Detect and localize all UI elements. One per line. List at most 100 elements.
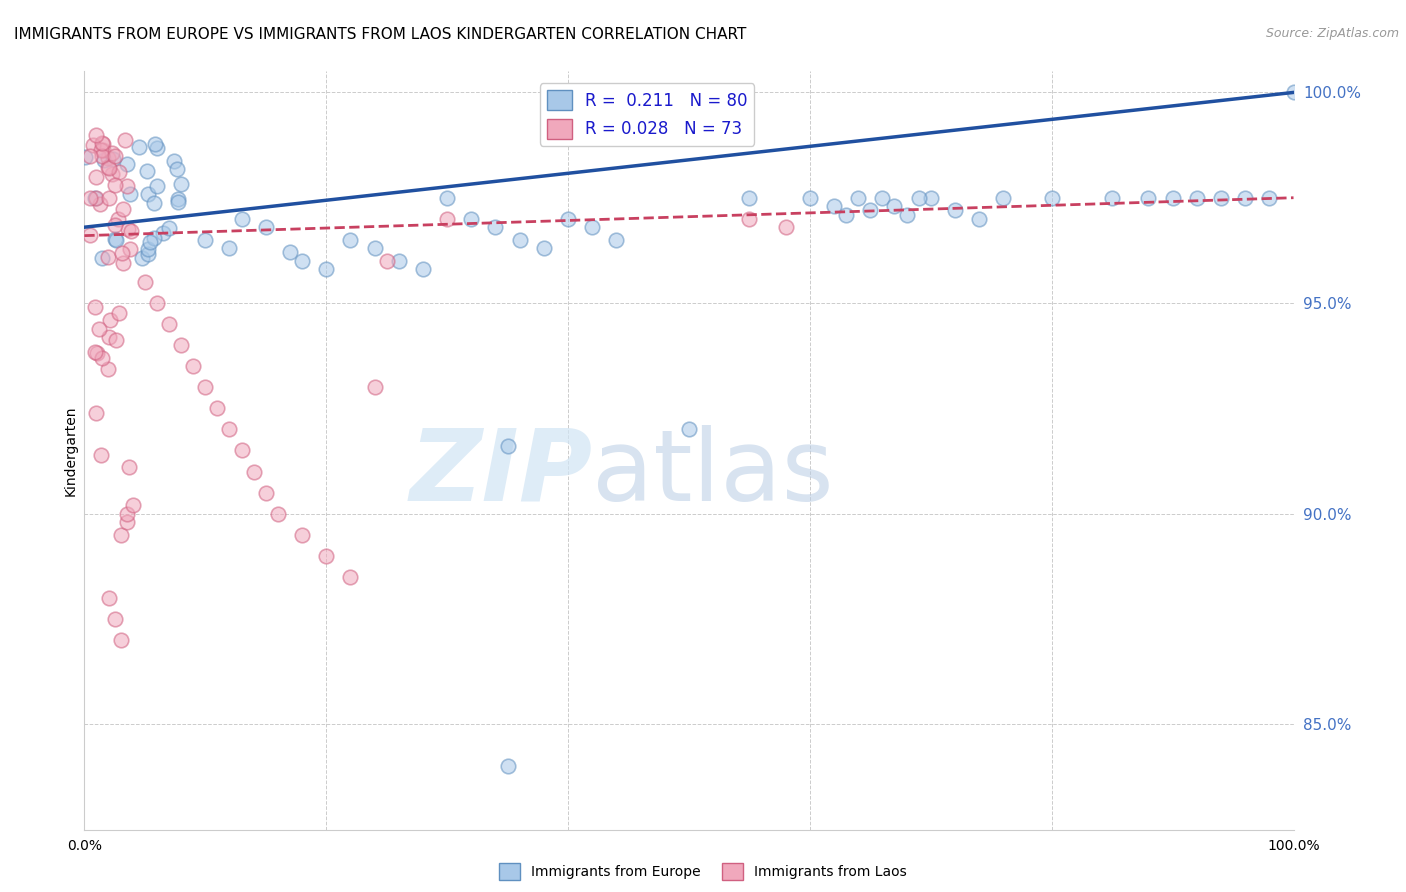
Point <box>111 256 134 270</box>
Point <box>86 345 108 359</box>
Point <box>943 203 966 218</box>
Point <box>157 221 180 235</box>
Point <box>678 422 700 436</box>
Point <box>115 515 138 529</box>
Point <box>363 241 385 255</box>
Point <box>118 186 141 201</box>
Text: Source: ZipAtlas.com: Source: ZipAtlas.com <box>1265 27 1399 40</box>
Point <box>967 211 990 226</box>
Point <box>145 141 167 155</box>
Point <box>496 439 519 453</box>
Point <box>104 333 127 347</box>
Point <box>121 498 143 512</box>
Point <box>79 228 101 243</box>
Point <box>107 212 129 227</box>
Point <box>859 203 882 218</box>
Point <box>79 148 101 162</box>
Point <box>91 136 114 150</box>
Point <box>496 759 519 773</box>
Point <box>91 143 114 157</box>
Point <box>79 191 101 205</box>
Point <box>146 178 169 193</box>
Point <box>101 145 124 160</box>
Point <box>97 362 120 376</box>
Point <box>101 167 124 181</box>
Point <box>86 169 108 184</box>
Text: IMMIGRANTS FROM EUROPE VS IMMIGRANTS FROM LAOS KINDERGARTEN CORRELATION CHART: IMMIGRANTS FROM EUROPE VS IMMIGRANTS FRO… <box>14 27 747 42</box>
Point <box>291 527 314 541</box>
Point <box>896 208 918 222</box>
Point <box>86 128 108 142</box>
Point <box>799 191 821 205</box>
Point <box>254 220 277 235</box>
Point <box>1101 191 1123 205</box>
Point <box>136 187 159 202</box>
Point <box>110 246 132 260</box>
Point <box>1185 191 1208 205</box>
Point <box>484 220 506 235</box>
Point <box>143 195 166 210</box>
Point <box>136 247 159 261</box>
Point <box>581 220 603 235</box>
Point <box>823 199 845 213</box>
Point <box>91 251 114 265</box>
Point <box>97 330 120 344</box>
Point <box>460 211 482 226</box>
Point <box>115 507 138 521</box>
Point <box>142 231 165 245</box>
Point <box>533 241 555 255</box>
Point <box>90 143 112 157</box>
Point <box>97 151 120 165</box>
Point <box>388 254 411 268</box>
Point <box>254 485 277 500</box>
Point <box>194 380 217 394</box>
Point <box>1258 191 1281 205</box>
Point <box>231 443 253 458</box>
Point <box>131 251 153 265</box>
Point <box>412 262 434 277</box>
Point <box>920 191 942 205</box>
Point <box>136 242 159 256</box>
Point <box>98 313 121 327</box>
Point <box>104 612 127 626</box>
Point <box>738 211 761 226</box>
Point <box>436 191 458 205</box>
Point <box>557 211 579 226</box>
Point <box>170 338 193 352</box>
Point <box>218 422 240 436</box>
Point <box>1209 191 1232 205</box>
Point <box>166 161 188 176</box>
Point <box>139 235 162 249</box>
Point <box>93 153 115 167</box>
Point <box>110 527 132 541</box>
Point <box>97 161 120 176</box>
Point <box>117 178 139 193</box>
Point <box>207 401 229 416</box>
Point <box>89 197 111 211</box>
Point <box>846 191 869 205</box>
Point <box>1161 191 1184 205</box>
Point <box>339 570 361 584</box>
Point <box>120 224 142 238</box>
Point <box>91 148 114 162</box>
Point <box>115 157 138 171</box>
Point <box>82 138 104 153</box>
Point <box>194 233 217 247</box>
Point <box>108 164 131 178</box>
Point <box>509 233 531 247</box>
Point <box>86 191 108 205</box>
Point <box>75 151 97 165</box>
Point <box>166 192 188 206</box>
Point <box>83 191 105 205</box>
Point <box>315 262 337 277</box>
Point <box>339 233 361 247</box>
Point <box>117 459 139 474</box>
Point <box>163 153 186 168</box>
Point <box>907 191 929 205</box>
Legend: R =  0.211   N = 80, R = 0.028   N = 73: R = 0.211 N = 80, R = 0.028 N = 73 <box>540 84 754 145</box>
Point <box>89 322 111 336</box>
Point <box>278 245 301 260</box>
Point <box>91 136 114 151</box>
Point <box>363 380 385 394</box>
Point <box>436 211 458 226</box>
